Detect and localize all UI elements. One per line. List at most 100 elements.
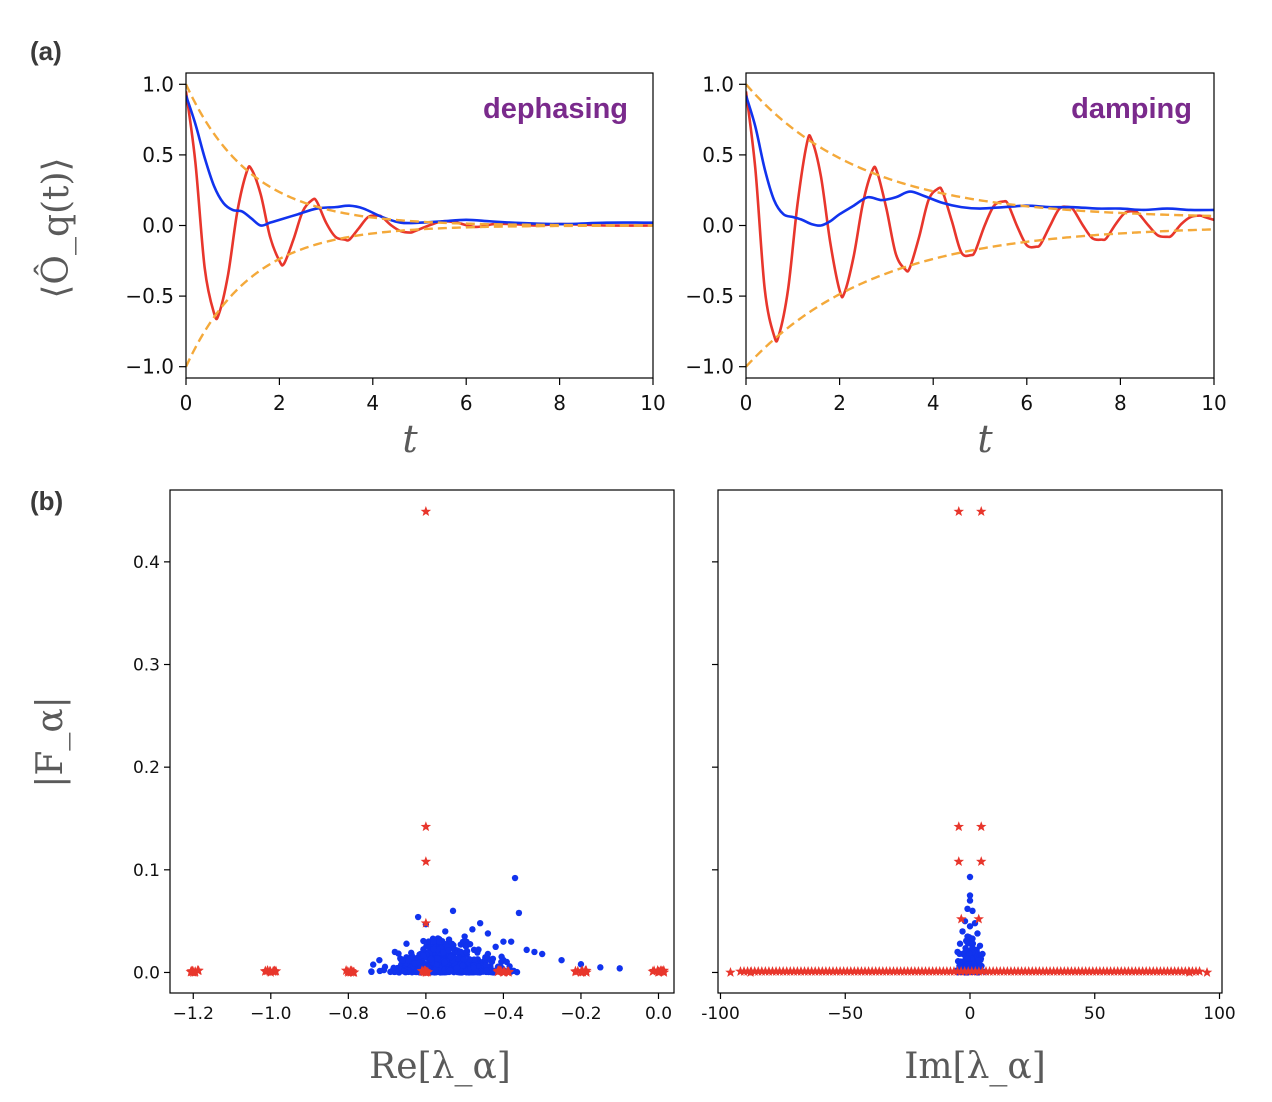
data-point: [435, 937, 443, 945]
series-line-3: [186, 224, 653, 368]
x-tick-label: −1.2: [173, 1004, 214, 1024]
data-point: [442, 928, 449, 935]
annotation-dephasing: dephasing: [483, 93, 628, 125]
panel-label-b: (b): [30, 486, 63, 516]
data-point: [376, 956, 383, 964]
star-point: [570, 966, 581, 977]
star-series: [725, 506, 1213, 977]
x-tick-label: −0.2: [560, 1004, 601, 1024]
star-point: [953, 856, 964, 867]
x-tick-label: 100: [1203, 1004, 1235, 1024]
x-tick-label: 6: [460, 391, 473, 415]
data-point: [469, 926, 476, 933]
x-tick-label: 10: [640, 391, 665, 415]
star-point: [340, 965, 352, 975]
xlabel-b-right: Im[λ_α]: [904, 1046, 1046, 1087]
data-point: [956, 940, 964, 947]
data-point: [390, 964, 397, 972]
data-point: [447, 953, 455, 961]
data-point: [420, 937, 427, 945]
data-point: [965, 950, 973, 957]
plot-frame: [169, 489, 675, 994]
y-tick-label: 0.2: [133, 758, 160, 778]
data-point: [969, 907, 976, 915]
data-point: [470, 964, 477, 972]
x-tick-label: -100: [701, 1004, 740, 1024]
data-point: [431, 966, 439, 974]
data-point: [474, 949, 481, 956]
star-point: [976, 506, 987, 517]
data-point: [538, 950, 546, 958]
data-point: [434, 955, 441, 962]
star-point: [1194, 965, 1205, 976]
x-tick-label: 4: [366, 391, 379, 415]
star-point: [655, 965, 666, 976]
data-point: [966, 873, 974, 881]
y-tick-label: 1.0: [142, 72, 174, 96]
data-point: [487, 968, 495, 976]
data-point: [415, 959, 423, 967]
data-point: [975, 957, 982, 964]
data-point: [482, 954, 489, 961]
plot-im-lambda-scatter: -100 −50 0 50 100: [701, 489, 1236, 1024]
data-point: [964, 905, 971, 913]
series-line-0: [186, 91, 653, 321]
data-point: [489, 955, 497, 962]
series-line-1: [186, 95, 653, 227]
x-tick-label: 2: [273, 391, 286, 415]
y-tick-label: 0.5: [142, 143, 174, 167]
data-point: [427, 955, 435, 963]
star-point: [265, 966, 277, 977]
y-tick-label: 0.0: [142, 214, 174, 238]
x-tick-label: 0: [965, 1004, 976, 1024]
data-point: [403, 940, 410, 947]
data-point: [413, 967, 420, 975]
y-tick-label: 0.4: [133, 553, 160, 573]
star-point: [976, 821, 987, 832]
data-point: [974, 930, 981, 937]
data-point: [513, 968, 521, 976]
star-point: [343, 966, 354, 977]
star-point: [193, 965, 204, 976]
xlabel-a-left: t: [402, 417, 418, 461]
x-tick-label: 10: [1201, 391, 1226, 415]
data-point: [966, 923, 974, 930]
data-point: [969, 935, 976, 942]
data-point: [503, 958, 510, 966]
data-point: [430, 938, 437, 945]
data-point: [446, 967, 454, 974]
data-point: [511, 874, 519, 882]
star-point: [953, 821, 964, 832]
data-point: [368, 968, 375, 975]
star-series: [185, 506, 670, 977]
star-point: [493, 965, 505, 976]
data-point: [453, 964, 461, 972]
star-point: [420, 966, 432, 977]
data-point: [616, 965, 623, 972]
data-point: [515, 909, 523, 917]
data-point: [577, 961, 585, 968]
star-point: [1184, 966, 1195, 977]
xlabel-a-right: t: [977, 417, 993, 461]
data-point: [441, 958, 448, 966]
x-tick-label: 0: [180, 391, 193, 415]
data-point: [492, 943, 499, 951]
x-tick-label: 8: [1114, 391, 1127, 415]
star-point: [575, 966, 587, 977]
data-point: [380, 966, 388, 974]
series-line-3: [746, 228, 1214, 368]
data-point: [457, 948, 464, 956]
data-point: [445, 946, 453, 954]
star-point: [420, 821, 432, 832]
data-point: [430, 945, 437, 953]
data-point: [483, 967, 490, 974]
dot-series: [368, 874, 623, 976]
x-tick-label: −0.8: [328, 1004, 369, 1024]
data-point: [507, 938, 515, 945]
data-point: [531, 948, 538, 956]
star-point: [725, 966, 736, 977]
ylabel-a: ⟨Ô_q(t)⟩: [35, 157, 77, 298]
y-tick-label: −1.0: [685, 355, 734, 379]
star-point: [498, 966, 509, 977]
